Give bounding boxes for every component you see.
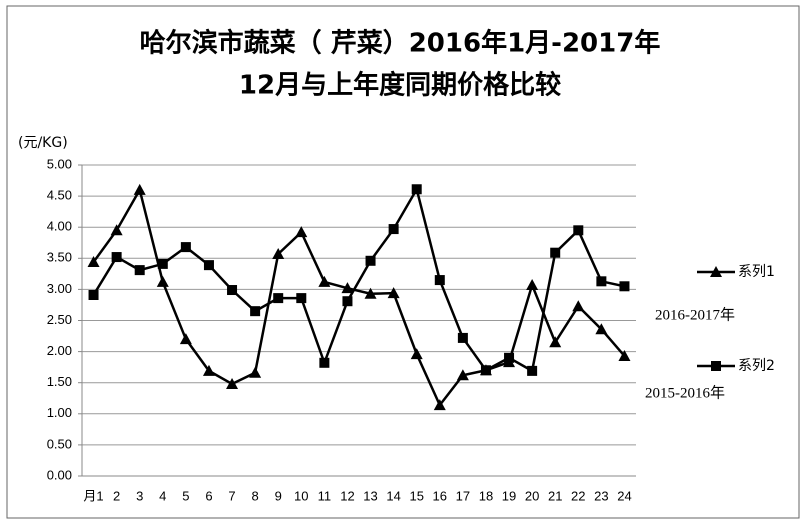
data-point (433, 399, 446, 411)
x-tick-label: 15 (409, 488, 423, 503)
data-point (226, 377, 239, 389)
series-line (92, 186, 626, 408)
data-point (434, 275, 445, 286)
data-point (457, 332, 468, 343)
data-point (272, 247, 285, 259)
annotation: 2015-2016年 (645, 384, 725, 401)
data-point (526, 279, 539, 291)
legend-label: 系列2 (738, 358, 775, 374)
x-tick-label: 2 (113, 488, 120, 503)
chart-title: 哈尔滨市蔬菜（ 芹菜）2016年1月-2017年 (140, 28, 661, 59)
data-point (456, 369, 469, 381)
data-point (111, 252, 122, 263)
data-point (572, 300, 585, 312)
data-point (134, 265, 145, 276)
y-tick-label: 5.00 (47, 156, 72, 171)
data-point (387, 287, 400, 299)
x-tick-label: 19 (502, 488, 516, 503)
x-tick-label: 月1 (83, 488, 103, 503)
y-tick-label: 0.50 (47, 436, 72, 451)
data-point (202, 364, 215, 376)
x-tick-label: 12 (340, 488, 354, 503)
data-point (411, 184, 422, 195)
x-tick-label: 17 (456, 488, 470, 503)
y-tick-label: 4.00 (47, 219, 72, 234)
legend-marker (711, 361, 721, 371)
y-tick-label: 2.50 (47, 312, 72, 327)
data-point (480, 365, 491, 376)
y-tick-label: 2.00 (47, 343, 72, 358)
data-point (527, 365, 538, 376)
x-tick-label: 18 (479, 488, 493, 503)
x-tick-label: 5 (182, 488, 189, 503)
x-tick-label: 8 (252, 488, 259, 503)
data-point (87, 256, 100, 268)
y-tick-label: 3.50 (47, 250, 72, 265)
y-tick-label: 1.00 (47, 405, 72, 420)
x-tick-label: 7 (228, 488, 235, 503)
chart-frame (6, 5, 800, 519)
data-point (227, 285, 238, 296)
data-point (618, 349, 631, 361)
x-tick-label: 10 (294, 488, 308, 503)
y-axis-label: (元/KG) (18, 135, 68, 151)
data-point (88, 289, 99, 300)
data-point (573, 225, 584, 236)
x-tick-label: 4 (159, 488, 166, 503)
data-point (179, 333, 192, 345)
data-point (341, 282, 354, 294)
legend-marker (710, 266, 722, 277)
data-point (550, 247, 561, 258)
data-point (250, 306, 261, 317)
data-point (157, 258, 168, 269)
data-point (296, 293, 307, 304)
data-point (549, 336, 562, 348)
x-tick-label: 3 (136, 488, 143, 503)
data-point (619, 281, 630, 292)
data-point (180, 242, 191, 253)
data-point (318, 275, 331, 287)
data-point (249, 366, 262, 378)
data-point (595, 323, 608, 335)
y-tick-label: 1.50 (47, 374, 72, 389)
data-point (342, 296, 353, 307)
data-point (504, 352, 515, 363)
data-point (203, 260, 214, 271)
data-point (273, 293, 284, 304)
x-tick-label: 22 (571, 488, 585, 503)
x-tick-label: 24 (617, 488, 631, 503)
data-point (410, 348, 423, 360)
data-point (133, 183, 146, 195)
x-tick-label: 14 (386, 488, 400, 503)
x-tick-label: 23 (594, 488, 608, 503)
x-tick-label: 11 (318, 488, 332, 503)
data-point (295, 226, 308, 238)
x-tick-label: 9 (275, 488, 282, 503)
x-tick-label: 6 (205, 488, 212, 503)
data-point (364, 287, 377, 299)
data-point (596, 276, 607, 287)
x-tick-label: 20 (525, 488, 539, 503)
legend-label: 系列1 (738, 264, 775, 280)
y-tick-label: 4.50 (47, 188, 72, 203)
data-point (156, 275, 169, 287)
data-point (388, 224, 399, 235)
chart-title: 12月与上年度同期价格比较 (239, 70, 561, 101)
annotation: 2016-2017年 (655, 306, 735, 323)
y-tick-label: 0.00 (47, 467, 72, 482)
x-tick-label: 16 (433, 488, 447, 503)
data-point (365, 255, 376, 266)
y-tick-label: 3.00 (47, 281, 72, 296)
data-point (319, 357, 330, 368)
x-tick-label: 21 (548, 488, 562, 503)
x-tick-label: 13 (363, 488, 377, 503)
data-point (110, 224, 123, 236)
